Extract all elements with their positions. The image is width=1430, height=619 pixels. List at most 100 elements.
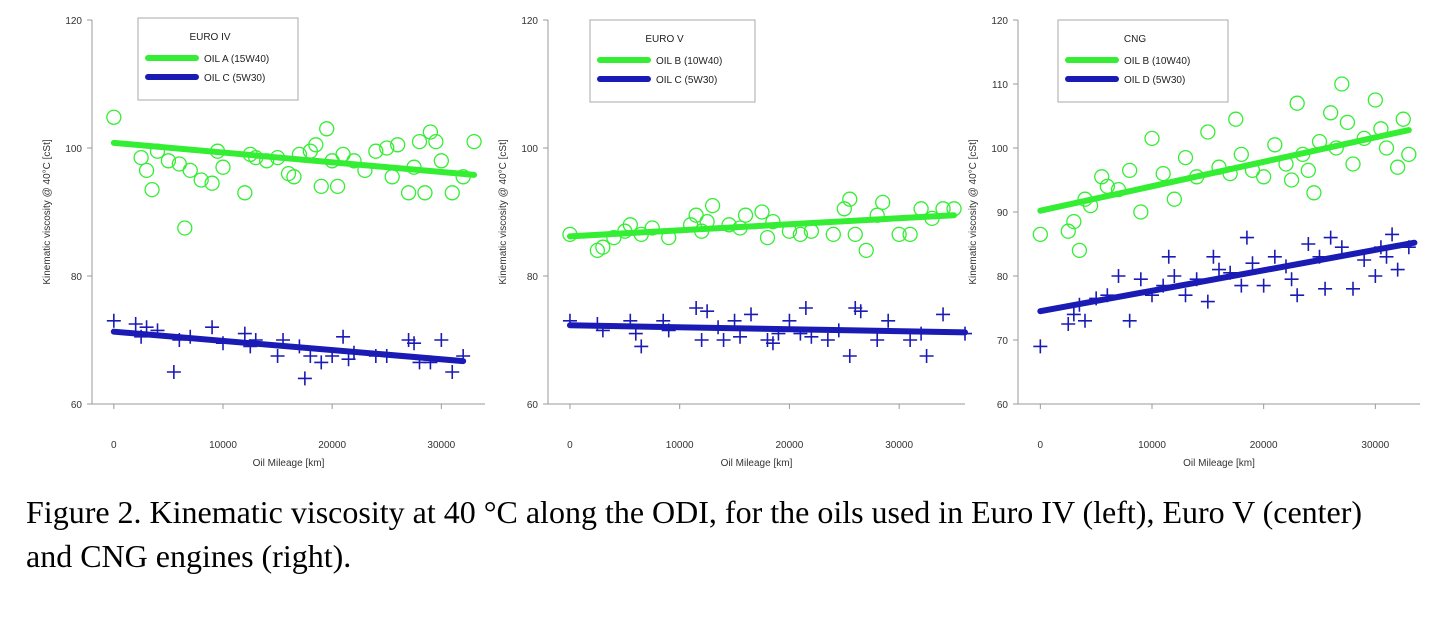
data-point-circle: [384, 169, 400, 185]
x-tick-label: 30000: [1361, 440, 1389, 451]
data-point-plus: [1111, 269, 1126, 283]
y-tick-label: 60: [527, 400, 539, 411]
y-tick-label: 100: [65, 144, 82, 155]
data-point-plus: [1385, 227, 1400, 242]
data-point-circle: [737, 207, 754, 223]
data-point-plus: [870, 333, 885, 347]
data-point-plus: [445, 365, 460, 379]
legend-label: OIL D (5W30): [1124, 75, 1185, 86]
trend-line-blue: [1037, 239, 1418, 315]
series-blue: [562, 301, 972, 363]
data-point-plus: [853, 304, 868, 319]
y-axis-label: Kinematic viscosity @ 40°C [cSt]: [42, 139, 53, 285]
data-point-circle: [1032, 226, 1048, 243]
data-point-plus: [1368, 269, 1383, 283]
data-point-plus: [1256, 278, 1271, 293]
data-point-plus: [106, 313, 121, 328]
data-point-circle: [1155, 165, 1171, 182]
data-point-circle: [411, 133, 428, 150]
data-point-plus: [700, 304, 715, 319]
series-blue: [1033, 227, 1416, 354]
data-point-circle: [792, 226, 809, 243]
data-point-plus: [903, 333, 918, 347]
chart-panel-euro-v: 60 80 100 120 0 10000 20000 30000 Oil Mileage [k…: [498, 16, 972, 469]
data-point-circle: [754, 204, 770, 220]
legend-label: OIL C (5W30): [656, 75, 717, 86]
data-point-circle: [1401, 146, 1417, 163]
data-point-circle: [417, 185, 433, 201]
figure-caption: Figure 2. Kinematic viscosity at 40 °C a…: [26, 494, 1363, 574]
data-point-circle: [215, 159, 231, 175]
data-point-circle: [286, 169, 302, 185]
data-point-plus: [1346, 281, 1360, 296]
data-point-plus: [314, 355, 329, 370]
legend-title: CNG: [1124, 34, 1146, 45]
data-point-circle: [177, 220, 193, 236]
x-tick-label: 10000: [1138, 440, 1166, 451]
data-point-circle: [182, 162, 198, 179]
data-point-plus: [1206, 249, 1221, 264]
data-point-circle: [193, 172, 209, 188]
data-point-plus: [744, 307, 759, 322]
data-point-plus: [782, 313, 797, 328]
data-point-circle: [390, 137, 406, 153]
y-tick-label: 100: [991, 144, 1008, 155]
y-tick-label: 80: [997, 272, 1009, 283]
legend: EURO IV OIL A (15W40) OIL C (5W30): [137, 17, 299, 101]
data-point-circle: [913, 201, 929, 217]
data-point-circle: [1289, 95, 1305, 111]
data-point-circle: [204, 175, 220, 191]
data-point-circle: [144, 181, 160, 198]
data-point-circle: [1228, 111, 1244, 127]
data-point-circle: [133, 149, 149, 166]
x-tick-label: 30000: [427, 440, 455, 451]
x-axis-label: Oil Mileage [km]: [721, 458, 793, 469]
data-point-circle: [379, 140, 395, 156]
data-point-plus: [689, 301, 704, 315]
chart-panel-cng: 60 70 80 90 100 110 120 0 10000 20000 30000 Oil Mil…: [968, 16, 1420, 469]
data-point-plus: [798, 301, 813, 315]
legend-title: EURO IV: [189, 32, 230, 43]
data-point-plus: [297, 371, 312, 386]
y-axis-label: Kinematic viscosity @ 40°C [cSt]: [968, 139, 979, 285]
data-point-plus: [1061, 317, 1076, 331]
data-point-plus: [1357, 253, 1372, 267]
data-point-plus: [1033, 339, 1048, 354]
data-point-circle: [1133, 204, 1149, 220]
data-point-circle: [1390, 159, 1406, 175]
y-tick-label: 120: [991, 16, 1008, 27]
data-point-circle: [1283, 172, 1300, 188]
data-point-circle: [704, 197, 721, 214]
x-axis-label: Oil Mileage [km]: [1183, 458, 1255, 469]
data-point-plus: [634, 339, 649, 354]
data-point-circle: [836, 201, 852, 217]
data-point-circle: [858, 242, 874, 259]
data-point-circle: [444, 185, 460, 201]
data-point-plus: [716, 333, 731, 347]
data-point-circle: [400, 185, 417, 201]
data-point-plus: [1318, 281, 1333, 296]
data-point-plus: [919, 349, 934, 363]
data-point-plus: [1379, 249, 1394, 264]
series-green: [1032, 76, 1417, 259]
data-point-circle: [368, 143, 384, 159]
data-point-plus: [1234, 278, 1249, 293]
data-point-circle: [891, 226, 907, 243]
data-point-plus: [1078, 313, 1092, 328]
data-point-circle: [428, 133, 444, 150]
x-tick-label: 10000: [209, 440, 237, 451]
data-point-plus: [936, 307, 951, 322]
data-point-plus: [760, 333, 775, 347]
data-point-plus: [765, 336, 780, 351]
data-point-circle: [160, 153, 177, 169]
data-point-circle: [825, 226, 841, 243]
legend-label: OIL B (10W40): [1124, 56, 1190, 67]
data-point-circle: [1345, 156, 1361, 172]
x-axis-label: Oil Mileage [km]: [253, 458, 325, 469]
data-point-plus: [1301, 237, 1316, 251]
x-tick-label: 20000: [1250, 440, 1278, 451]
data-point-circle: [1334, 76, 1350, 92]
data-point-plus: [1066, 307, 1081, 322]
legend-label: OIL B (10W40): [656, 56, 722, 67]
data-point-circle: [308, 137, 324, 153]
